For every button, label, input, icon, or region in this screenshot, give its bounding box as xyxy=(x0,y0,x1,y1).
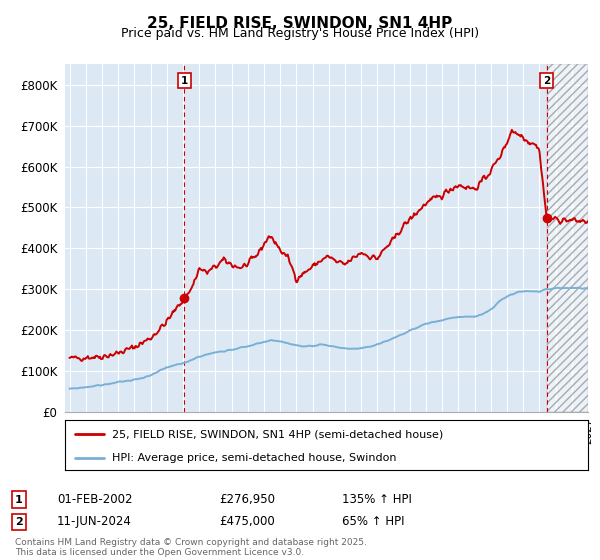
Text: 65% ↑ HPI: 65% ↑ HPI xyxy=(342,515,404,529)
Text: 135% ↑ HPI: 135% ↑ HPI xyxy=(342,493,412,506)
Text: £475,000: £475,000 xyxy=(219,515,275,529)
Text: Price paid vs. HM Land Registry's House Price Index (HPI): Price paid vs. HM Land Registry's House … xyxy=(121,27,479,40)
Text: 2: 2 xyxy=(543,76,550,86)
Text: HPI: Average price, semi-detached house, Swindon: HPI: Average price, semi-detached house,… xyxy=(112,453,397,463)
Text: Contains HM Land Registry data © Crown copyright and database right 2025.
This d: Contains HM Land Registry data © Crown c… xyxy=(15,538,367,557)
Text: 11-JUN-2024: 11-JUN-2024 xyxy=(57,515,132,529)
Text: 2: 2 xyxy=(15,517,23,527)
Text: 25, FIELD RISE, SWINDON, SN1 4HP: 25, FIELD RISE, SWINDON, SN1 4HP xyxy=(148,16,452,31)
Text: 25, FIELD RISE, SWINDON, SN1 4HP (semi-detached house): 25, FIELD RISE, SWINDON, SN1 4HP (semi-d… xyxy=(112,429,443,439)
Text: 1: 1 xyxy=(181,76,188,86)
Text: 01-FEB-2002: 01-FEB-2002 xyxy=(57,493,133,506)
Text: £276,950: £276,950 xyxy=(219,493,275,506)
Text: 1: 1 xyxy=(15,494,23,505)
